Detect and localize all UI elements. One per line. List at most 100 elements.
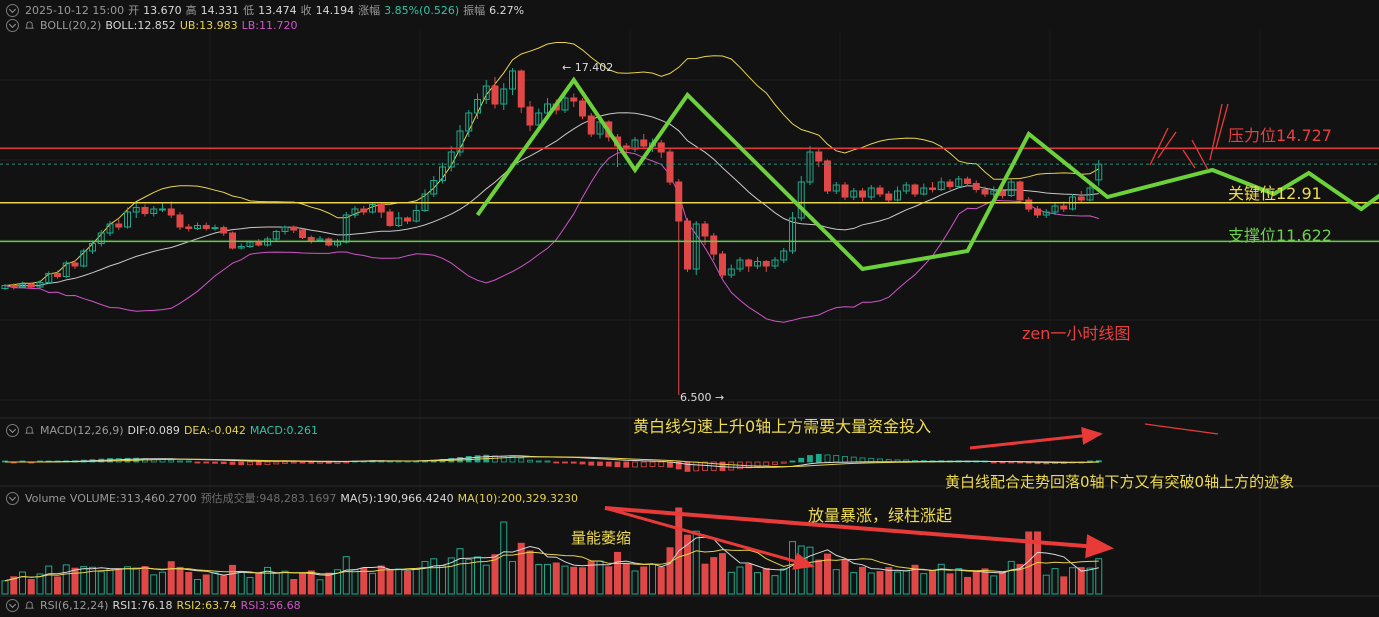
volume-bar <box>1060 576 1068 595</box>
candle-body <box>386 211 394 226</box>
volume-bar <box>762 568 770 595</box>
volume-ma10-line <box>4 549 1099 582</box>
amplitude-label: 振幅 <box>463 4 486 17</box>
candle-body <box>920 187 928 195</box>
volume-bar <box>237 571 245 595</box>
volume-bar <box>824 553 831 595</box>
alert-bell-icon[interactable] <box>25 601 34 610</box>
macd-bar <box>579 461 586 465</box>
candle-body <box>806 151 814 183</box>
price-levels <box>0 147 1379 243</box>
volume-bar <box>54 576 61 595</box>
candle-body <box>369 204 376 213</box>
candle-body <box>526 106 534 126</box>
alert-bell-icon[interactable] <box>25 426 34 435</box>
rsi1-value: RSI1:76.18 <box>112 599 173 612</box>
candle-body <box>255 241 263 246</box>
candle-body <box>465 112 473 132</box>
candle-body <box>27 283 35 288</box>
volume-bar <box>587 560 595 595</box>
macd-bar <box>535 460 542 463</box>
candle-body <box>745 259 753 267</box>
candle-body <box>570 97 578 102</box>
macd-bar <box>605 461 612 467</box>
volume-bar <box>150 574 158 595</box>
candlestick-series <box>1 67 1103 395</box>
collapse-icon[interactable] <box>6 424 19 437</box>
bollinger-bands <box>4 42 1100 323</box>
collapse-icon[interactable] <box>6 599 19 612</box>
macd-bar <box>807 455 813 463</box>
macd-bar <box>299 461 306 464</box>
candle-body <box>124 211 131 228</box>
macd-note-rise: 黄白线匀速上升0轴上方需要大量资金投入 <box>633 417 932 436</box>
volume-bar <box>902 570 910 595</box>
candle-body <box>535 112 543 126</box>
macd-bar <box>675 461 682 470</box>
candle-body <box>972 183 980 190</box>
candle-body <box>474 99 481 114</box>
macd-bar <box>220 461 227 465</box>
volume-bar <box>465 559 473 595</box>
volume-bar <box>1051 568 1059 595</box>
volume-bar <box>1086 567 1094 595</box>
macd-bar <box>798 457 805 463</box>
amplitude-value: 6.27% <box>489 3 525 17</box>
volume-bar <box>316 579 324 595</box>
candle-body <box>395 217 403 226</box>
volume-bar <box>544 563 551 595</box>
macd-value: MACD:0.261 <box>249 424 319 437</box>
candle-body <box>955 178 963 187</box>
candle-body <box>1042 211 1050 216</box>
candle-body <box>377 204 385 213</box>
collapse-icon[interactable] <box>6 3 19 17</box>
volume-bar <box>649 563 656 595</box>
candle-body <box>964 178 971 184</box>
change-label: 涨幅 <box>358 4 381 17</box>
volume-bar <box>911 564 919 595</box>
macd-bar <box>500 455 507 463</box>
macd-bar <box>640 461 647 468</box>
volume-bar <box>867 572 875 595</box>
candle-body <box>447 151 455 168</box>
candle-body <box>299 229 306 238</box>
volume-bar <box>1016 564 1024 595</box>
volume-bar <box>369 572 376 595</box>
volume-bar <box>159 571 166 595</box>
volume-bar <box>684 534 691 595</box>
volume-bar <box>491 554 499 595</box>
candle-body <box>902 184 910 192</box>
volume-bar <box>666 547 674 595</box>
candle-body <box>62 262 70 277</box>
alert-bell-icon[interactable] <box>25 21 34 30</box>
collapse-icon[interactable] <box>6 491 19 505</box>
volume-bar <box>929 570 936 595</box>
high-value: 14.331 <box>200 3 240 17</box>
rsi2-value: RSI2:63.74 <box>176 599 237 612</box>
rsi-info-row: RSI(6,12,24) RSI1:76.18 RSI2:63.74 RSI3:… <box>6 599 301 612</box>
candle-body <box>456 130 464 153</box>
candle-body <box>1086 187 1094 201</box>
volume-bar <box>386 569 394 595</box>
candle-body <box>771 259 779 267</box>
macd-bar <box>247 461 253 466</box>
candle-body <box>19 283 26 288</box>
candle-body <box>36 282 44 288</box>
volume-bar <box>211 572 219 595</box>
macd-bar <box>343 461 350 464</box>
macd-bar <box>684 461 691 472</box>
volume-bar <box>19 571 26 595</box>
change-value: 3.85%(0.526) <box>384 3 460 17</box>
volume-bar <box>71 567 79 595</box>
volume-bar <box>1069 567 1076 595</box>
volume-bar <box>526 550 534 595</box>
candle-body <box>850 190 858 198</box>
collapse-icon[interactable] <box>6 19 19 32</box>
key-level-label: 关键位12.91 <box>1228 184 1322 203</box>
macd-bar <box>553 461 560 464</box>
volume-bar <box>80 566 88 595</box>
volume-bar <box>710 557 718 595</box>
macd-bar <box>177 460 183 463</box>
candle-body <box>237 246 245 249</box>
